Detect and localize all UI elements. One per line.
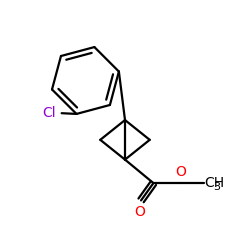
Text: O: O [175,165,186,179]
Text: Cl: Cl [42,106,56,120]
Text: O: O [134,205,145,219]
Text: CH: CH [204,176,225,190]
Text: 3: 3 [214,182,220,192]
